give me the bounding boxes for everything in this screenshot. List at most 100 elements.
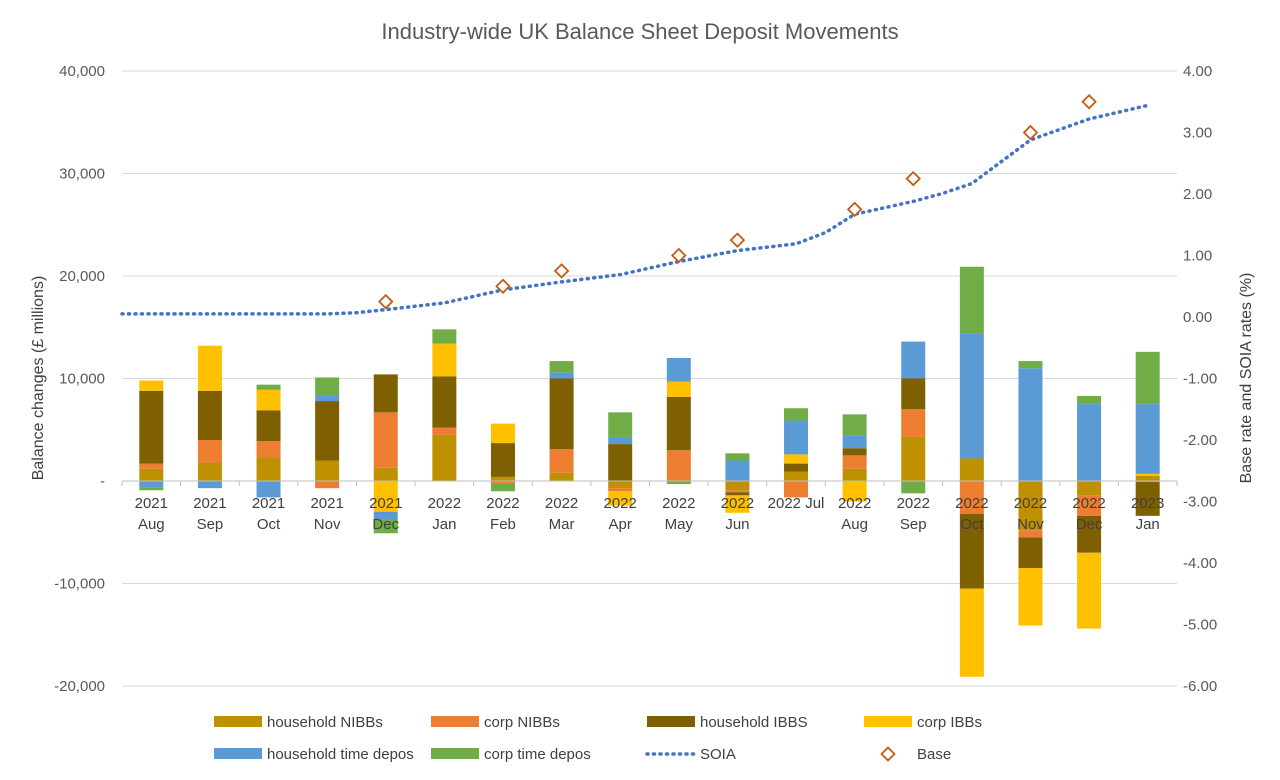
category-label-year: 2022 (838, 495, 871, 512)
bar-segment (842, 448, 867, 456)
category-label-month: Jan (432, 516, 456, 533)
bar-segment (139, 468, 164, 481)
category-label-month: May (665, 516, 694, 533)
category-labels: 2021 Aug 2021 Sep 2021 Oct 2021 Nov 2021 Dec 2022 J… (135, 495, 1165, 533)
rate-series (120, 93, 1150, 316)
y2-tick-label: -2.00 (1183, 432, 1217, 449)
category-label-month: Dec (1076, 516, 1103, 533)
bar-segment (608, 412, 633, 437)
bar-segment (373, 467, 398, 481)
base-rate-marker (905, 170, 922, 187)
legend-label: household time depos (267, 746, 414, 763)
bar-segment (315, 395, 340, 402)
category-label-month: Nov (314, 516, 341, 533)
bar-segment (666, 450, 691, 481)
bar-segment (373, 511, 398, 520)
bar-segment (197, 345, 222, 391)
bar-segment (549, 361, 574, 373)
category-label-month: Aug (841, 516, 868, 533)
category-label-year: 2022 (897, 495, 930, 512)
y2-tick-label: 0.00 (1183, 309, 1212, 326)
bar-segment (842, 414, 867, 436)
y-tick-label: 40,000 (59, 63, 105, 80)
y2-tick-label: -3.00 (1183, 494, 1217, 511)
y-tick-label: 30,000 (59, 166, 105, 183)
category-label-year: 2022 Jul (768, 495, 825, 512)
category-label-month: Feb (490, 516, 516, 533)
legend-item: household time depos (214, 746, 414, 763)
bar-segment (1135, 481, 1160, 483)
bar-segment (842, 468, 867, 481)
legend-label: corp time depos (484, 746, 591, 763)
bar-segment (432, 434, 457, 481)
category-label-month: Aug (138, 516, 165, 533)
legend-item: corp time depos (431, 746, 591, 763)
legend-label: Base (917, 746, 951, 763)
bar-segment (549, 372, 574, 379)
bar-segment (608, 436, 633, 445)
category-label-year: 2021 (252, 495, 285, 512)
bar-segment (490, 443, 515, 477)
y2-tick-label: 3.00 (1183, 125, 1212, 142)
legend-swatch (431, 716, 479, 727)
category-label-month: Oct (960, 516, 984, 533)
y2-tick-label: -1.00 (1183, 371, 1217, 388)
category-label-month: Jun (725, 516, 749, 533)
legend-swatch (864, 716, 912, 727)
legend-label: SOIA (700, 746, 736, 763)
bar-segment (842, 435, 867, 449)
legend-item: SOIA (645, 746, 736, 763)
bar-segment (549, 472, 574, 481)
gridlines (122, 70, 1177, 687)
zero-axis (121, 480, 1178, 486)
bar-segment (784, 408, 809, 421)
legend-swatch (431, 748, 479, 759)
category-label-year: 2021 (369, 495, 402, 512)
bar-segment (959, 458, 984, 481)
legend-item: Base (880, 746, 951, 763)
bar-segment (1018, 537, 1043, 569)
base-rate-marker (1022, 124, 1039, 141)
category-label-year: 2022 (604, 495, 637, 512)
bar-segment (725, 460, 750, 481)
bar-stacks (139, 266, 1160, 677)
bar-segment (608, 444, 633, 481)
bar-segment (666, 481, 691, 485)
bar-segment (373, 412, 398, 468)
legend-swatch (880, 746, 896, 762)
secondary-axis-title: Base rate and SOIA rates (%) (1238, 273, 1255, 484)
bar-segment (901, 378, 926, 410)
bar-segment (490, 476, 515, 481)
y-tick-label: 10,000 (59, 371, 105, 388)
category-label-year: 2022 (1072, 495, 1105, 512)
y2-tick-label: -6.00 (1183, 678, 1217, 695)
y2-tick-label: -4.00 (1183, 555, 1217, 572)
bar-segment (1135, 482, 1160, 516)
bar-segment (197, 390, 222, 440)
bar-segment (1018, 361, 1043, 369)
bar-segment (784, 463, 809, 472)
y2-tick-label: -5.00 (1183, 617, 1217, 634)
bar-segment (490, 481, 515, 484)
category-label-month: Apr (609, 516, 632, 533)
bar-segment (608, 491, 633, 506)
legend-swatch (214, 716, 262, 727)
base-rate-marker (1081, 93, 1097, 110)
bar-segment (901, 481, 926, 494)
bar-segment (1018, 481, 1043, 531)
bar-segment (608, 488, 633, 492)
bar-segment (725, 495, 750, 513)
bar-segment (197, 440, 222, 463)
legend-swatch (647, 716, 695, 727)
legend-label: household NIBBs (267, 714, 383, 731)
bar-segment (315, 377, 340, 396)
bar-segment (197, 481, 222, 489)
bar-segment (256, 389, 281, 411)
bar-segment (608, 481, 633, 489)
bar-segment (784, 454, 809, 464)
bar-segment (373, 374, 398, 413)
category-label-year: 2021 (135, 495, 168, 512)
category-label-month: Sep (197, 516, 224, 533)
bar-segment (725, 481, 750, 491)
